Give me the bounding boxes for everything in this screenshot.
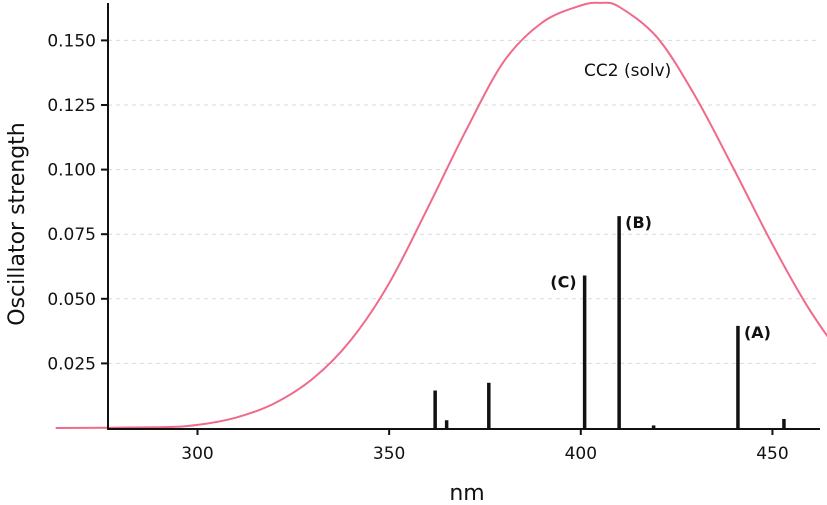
labels: 0.025 0.050 0.075 0.100 0.125 0.150 300 350 400 4… [47,31,788,464]
axes [101,3,820,435]
spectrum-curve-layer [55,1,827,429]
stick-layer [433,216,786,428]
x-tick-label: 350 [373,444,405,464]
stick-label: (C) [550,273,576,292]
stick-label: (A) [744,323,771,342]
y-tick-label: 0.125 [47,96,96,116]
y-tick-label: 0.100 [47,161,96,181]
x-tick-label: 300 [181,444,213,464]
y-tick-label: 0.050 [47,290,96,310]
stick-label: (B) [625,213,652,232]
grid [108,39,820,364]
spectrum-curve [55,1,827,429]
x-tick-label: 400 [565,444,597,464]
y-tick-label: 0.025 [47,354,96,374]
x-axis-title: nm [449,481,484,505]
y-tick-label: 0.075 [47,225,96,245]
x-tick-label: 450 [756,444,788,464]
series-label: CC2 (solv) [584,61,671,81]
y-tick-label: 0.150 [47,31,96,51]
y-axis-title: Oscillator strength [5,122,30,325]
